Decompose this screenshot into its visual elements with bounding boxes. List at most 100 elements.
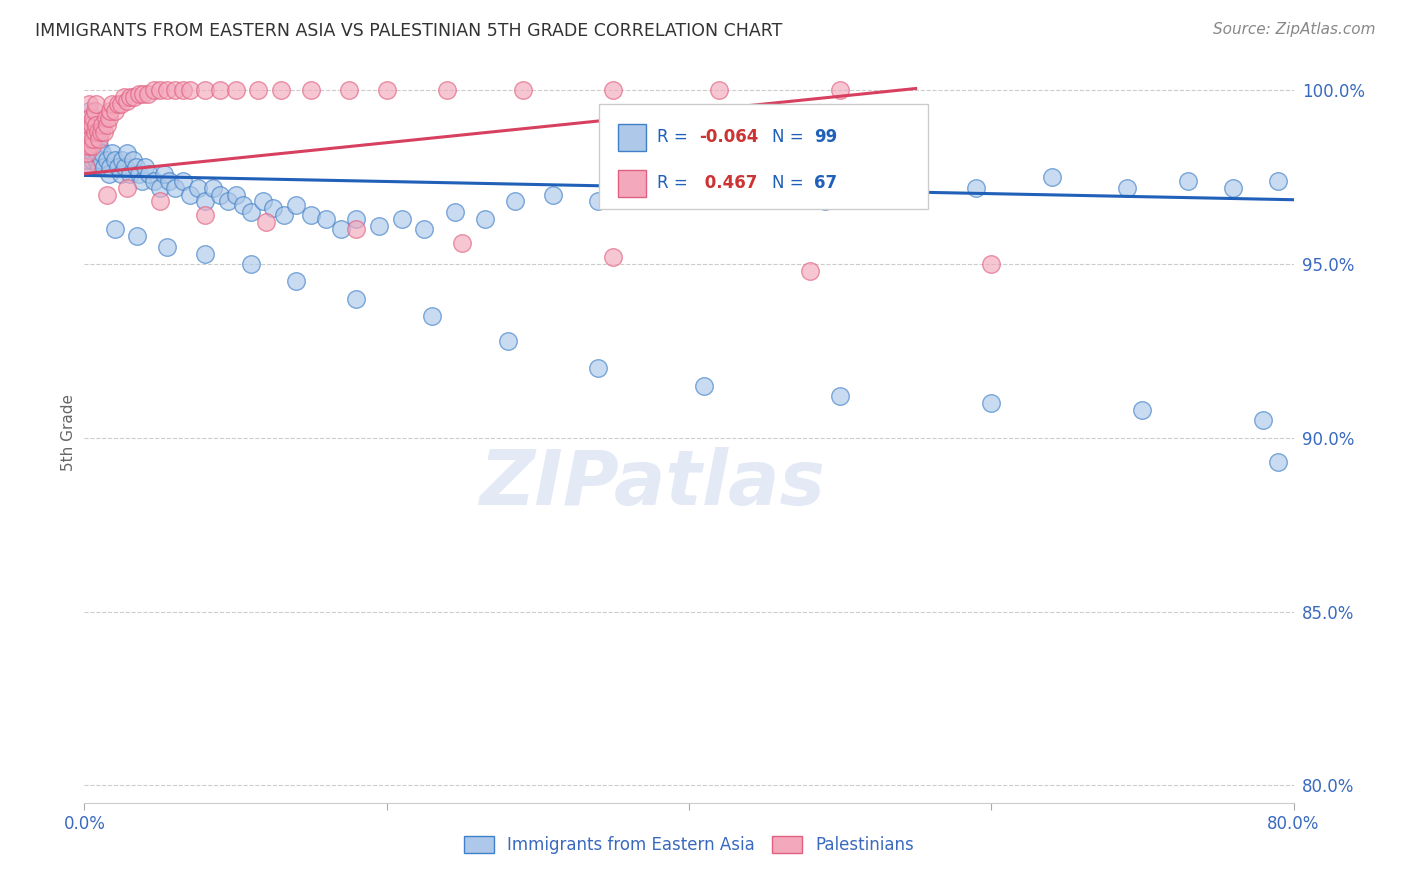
Point — [84, 104, 107, 119]
Point — [738, 180, 761, 194]
Point — [337, 83, 360, 97]
Point — [87, 125, 110, 139]
Point — [1222, 180, 1244, 194]
Point — [602, 83, 624, 97]
Point — [89, 139, 111, 153]
Point — [693, 378, 716, 392]
Point — [179, 83, 201, 97]
Point — [1267, 173, 1289, 187]
Text: -0.064: -0.064 — [699, 128, 758, 146]
Point — [128, 87, 150, 101]
Point — [149, 180, 172, 194]
Point — [86, 118, 108, 132]
Point — [187, 180, 209, 194]
Point — [125, 160, 148, 174]
Point — [100, 97, 122, 112]
Text: R =: R = — [657, 128, 688, 146]
Point — [512, 83, 534, 97]
Point — [157, 173, 180, 187]
Point — [1267, 455, 1289, 469]
Text: N =: N = — [772, 175, 804, 193]
Point — [84, 118, 107, 132]
Point — [115, 145, 138, 160]
Point — [232, 198, 254, 212]
Point — [75, 118, 97, 132]
Point — [77, 139, 100, 153]
Point — [285, 274, 308, 288]
Point — [115, 180, 138, 194]
Point — [132, 87, 155, 101]
Point — [79, 139, 101, 153]
Point — [75, 139, 97, 153]
Point — [194, 83, 217, 97]
Point — [299, 208, 322, 222]
Point — [80, 153, 103, 167]
Point — [76, 153, 98, 167]
Text: IMMIGRANTS FROM EASTERN ASIA VS PALESTINIAN 5TH GRADE CORRELATION CHART: IMMIGRANTS FROM EASTERN ASIA VS PALESTIN… — [35, 22, 783, 40]
Point — [153, 167, 176, 181]
Point — [80, 118, 103, 132]
Point — [346, 292, 368, 306]
Point — [131, 173, 153, 187]
Point — [107, 160, 129, 174]
Point — [451, 236, 474, 251]
Point — [262, 202, 284, 216]
Point — [76, 125, 98, 139]
Point — [79, 118, 101, 132]
Point — [194, 246, 217, 260]
Point — [299, 83, 322, 97]
Point — [436, 83, 458, 97]
Point — [77, 97, 100, 112]
Point — [118, 90, 141, 104]
Point — [142, 83, 165, 97]
Point — [89, 132, 111, 146]
Point — [91, 118, 114, 132]
Point — [270, 83, 292, 97]
Point — [80, 132, 103, 146]
Point — [118, 167, 141, 181]
Point — [239, 205, 262, 219]
Point — [82, 125, 104, 139]
Point — [100, 145, 122, 160]
Point — [890, 187, 912, 202]
Point — [104, 153, 127, 167]
Legend: Immigrants from Eastern Asia, Palestinians: Immigrants from Eastern Asia, Palestinia… — [457, 830, 921, 861]
Point — [107, 97, 129, 112]
Text: 99: 99 — [814, 128, 838, 146]
Point — [76, 145, 98, 160]
Point — [98, 104, 121, 119]
Point — [156, 240, 179, 254]
Point — [97, 167, 120, 181]
Text: 0.467: 0.467 — [699, 175, 758, 193]
Point — [82, 145, 104, 160]
Point — [285, 198, 308, 212]
Point — [122, 90, 145, 104]
Point — [678, 173, 700, 187]
Point — [1253, 413, 1275, 427]
Point — [315, 211, 337, 226]
Point — [980, 257, 1002, 271]
Point — [225, 187, 247, 202]
Point — [443, 205, 465, 219]
Point — [79, 132, 101, 146]
Point — [104, 222, 127, 236]
Point — [1177, 173, 1199, 187]
Point — [110, 97, 132, 112]
Text: N =: N = — [772, 128, 804, 146]
Point — [799, 264, 821, 278]
Point — [136, 87, 159, 101]
Point — [830, 83, 852, 97]
Point — [217, 194, 239, 209]
Point — [368, 219, 391, 233]
Point — [77, 104, 100, 119]
Y-axis label: 5th Grade: 5th Grade — [60, 394, 76, 471]
Point — [134, 160, 156, 174]
Point — [225, 83, 247, 97]
Point — [474, 211, 496, 226]
Point — [91, 145, 114, 160]
Point — [413, 222, 436, 236]
Point — [346, 211, 368, 226]
Point — [239, 257, 262, 271]
Point — [209, 83, 232, 97]
Point — [84, 139, 107, 153]
